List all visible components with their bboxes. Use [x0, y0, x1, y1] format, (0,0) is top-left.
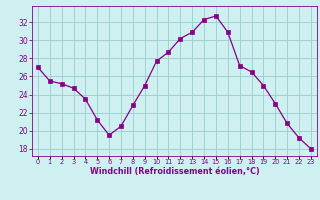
- X-axis label: Windchill (Refroidissement éolien,°C): Windchill (Refroidissement éolien,°C): [90, 167, 259, 176]
